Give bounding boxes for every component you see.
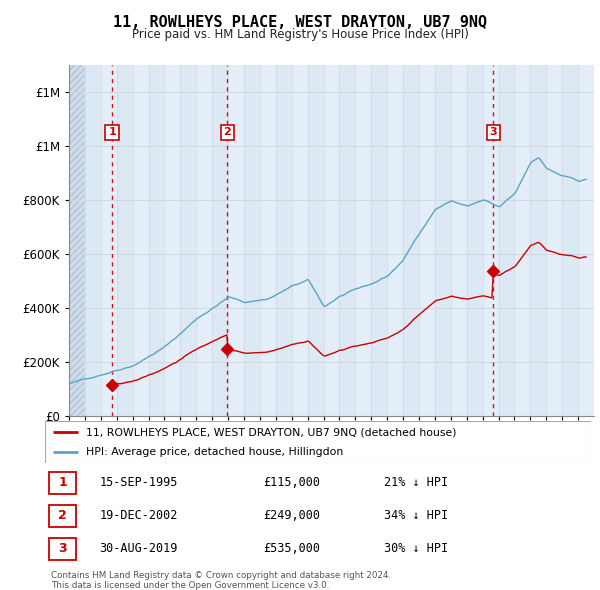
Bar [323,65,340,416]
Text: 11, ROWLHEYS PLACE, WEST DRAYTON, UB7 9NQ: 11, ROWLHEYS PLACE, WEST DRAYTON, UB7 9N… [113,15,487,30]
Bar [451,65,467,416]
Text: 2: 2 [224,127,232,137]
Bar [49,537,76,560]
Bar [387,65,403,416]
Text: 19-DEC-2002: 19-DEC-2002 [100,509,178,523]
Text: Price paid vs. HM Land Registry's House Price Index (HPI): Price paid vs. HM Land Registry's House … [131,28,469,41]
Bar [578,65,594,416]
Text: 3: 3 [490,127,497,137]
Bar [546,65,562,416]
Bar [85,65,101,416]
Text: £535,000: £535,000 [263,542,320,556]
Bar [101,65,117,416]
Bar [133,65,149,416]
Text: 11, ROWLHEYS PLACE, WEST DRAYTON, UB7 9NQ (detached house): 11, ROWLHEYS PLACE, WEST DRAYTON, UB7 9N… [86,427,457,437]
Bar [514,65,530,416]
Text: 3: 3 [58,542,67,556]
Bar [371,65,387,416]
Text: £249,000: £249,000 [263,509,320,523]
Text: 30% ↓ HPI: 30% ↓ HPI [383,542,448,556]
Text: 30-AUG-2019: 30-AUG-2019 [100,542,178,556]
Bar [228,65,244,416]
Bar [499,65,514,416]
Bar [594,65,600,416]
Text: 2: 2 [58,509,67,523]
Bar [435,65,451,416]
Bar [467,65,482,416]
Text: £115,000: £115,000 [263,476,320,490]
Text: 15-SEP-1995: 15-SEP-1995 [100,476,178,490]
Bar [482,65,499,416]
Bar [49,504,76,527]
Bar [340,65,355,416]
Bar [181,65,196,416]
Bar [212,65,228,416]
Bar [117,65,133,416]
Bar [260,65,276,416]
Bar [149,65,164,416]
Text: HPI: Average price, detached house, Hillingdon: HPI: Average price, detached house, Hill… [86,447,343,457]
Bar [69,65,85,416]
Bar [308,65,323,416]
Bar [49,471,76,494]
Bar [403,65,419,416]
Text: Contains HM Land Registry data © Crown copyright and database right 2024.
This d: Contains HM Land Registry data © Crown c… [51,571,391,590]
Bar [196,65,212,416]
Bar [292,65,308,416]
Bar [164,65,181,416]
Bar [244,65,260,416]
Text: 21% ↓ HPI: 21% ↓ HPI [383,476,448,490]
Bar [355,65,371,416]
Bar [419,65,435,416]
Bar [530,65,546,416]
Bar [276,65,292,416]
Bar [562,65,578,416]
Text: 1: 1 [58,476,67,490]
Text: 1: 1 [108,127,116,137]
Text: 34% ↓ HPI: 34% ↓ HPI [383,509,448,523]
